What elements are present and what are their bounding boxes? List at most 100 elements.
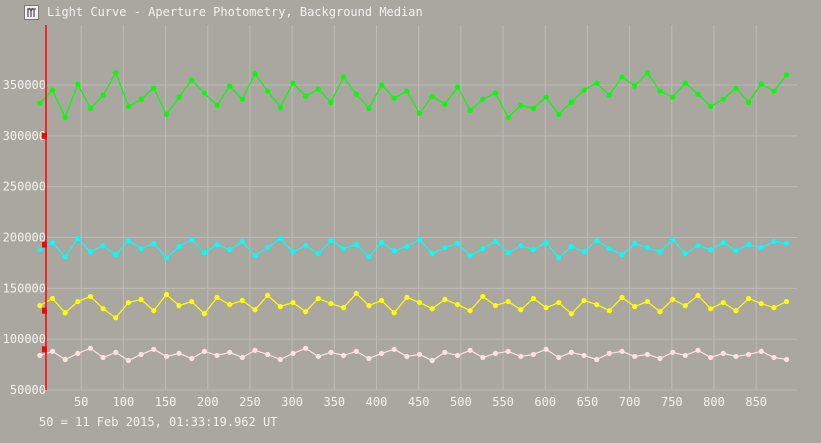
data-point-green: [404, 88, 410, 94]
data-point-yellow: [657, 309, 663, 315]
data-point-pink: [163, 353, 170, 360]
data-point-pink: [125, 357, 132, 364]
data-point-green: [644, 70, 650, 76]
data-point-pink: [543, 346, 549, 352]
data-point-cyan: [404, 244, 410, 250]
data-point-pink: [201, 348, 207, 354]
data-point-green: [176, 94, 182, 100]
series-line-cyan: [39, 237, 787, 259]
data-point-pink: [87, 345, 94, 351]
data-point-green: [606, 92, 612, 98]
data-point-yellow: [442, 296, 448, 303]
data-point-cyan: [619, 252, 625, 258]
data-point-pink: [758, 348, 764, 354]
data-point-green: [227, 83, 233, 89]
data-point-cyan: [227, 247, 233, 253]
data-point-green: [682, 80, 688, 86]
data-point-green: [49, 87, 56, 93]
data-point-cyan: [100, 243, 106, 249]
data-point-green: [670, 94, 676, 100]
data-point-green: [657, 88, 663, 94]
data-point-cyan: [277, 235, 283, 242]
data-point-cyan: [695, 243, 701, 249]
data-point-pink: [556, 354, 562, 361]
data-point-pink: [113, 349, 119, 355]
data-point-cyan: [568, 244, 575, 250]
data-point-green: [239, 96, 245, 102]
data-point-green: [543, 94, 549, 100]
data-point-pink: [151, 346, 157, 352]
data-point-cyan: [353, 242, 359, 248]
reference-marker-pink: [42, 346, 47, 353]
data-point-yellow: [454, 301, 461, 308]
data-point-pink: [783, 356, 790, 363]
data-point-green: [467, 107, 473, 114]
data-point-cyan: [530, 247, 537, 253]
data-point-pink: [581, 352, 587, 359]
data-point-cyan: [682, 251, 688, 257]
data-point-pink: [290, 350, 296, 356]
data-point-yellow: [353, 290, 359, 297]
data-point-pink: [189, 355, 195, 362]
data-point-pink: [49, 348, 56, 354]
y-tick-label: 150000: [3, 281, 46, 295]
data-point-yellow: [138, 296, 144, 303]
data-point-yellow: [201, 311, 207, 317]
x-tick-label: 650: [577, 395, 599, 409]
data-point-cyan: [606, 246, 612, 252]
data-point-cyan: [303, 243, 309, 249]
data-point-yellow: [670, 296, 676, 303]
data-point-yellow: [366, 303, 372, 309]
data-point-cyan: [49, 239, 56, 246]
data-point-yellow: [568, 311, 575, 317]
data-point-green: [303, 93, 309, 99]
data-point-cyan: [176, 244, 182, 250]
data-point-yellow: [530, 295, 537, 302]
x-tick-label: 500: [450, 395, 472, 409]
data-point-yellow: [467, 308, 473, 314]
data-point-green: [733, 85, 739, 91]
data-point-cyan: [518, 243, 524, 249]
data-point-pink: [277, 356, 283, 363]
data-point-cyan: [163, 255, 170, 261]
data-point-pink: [442, 349, 448, 355]
data-point-pink: [467, 347, 473, 353]
data-point-green: [391, 95, 397, 101]
data-point-green: [619, 74, 625, 80]
y-tick-label: 300000: [3, 129, 46, 143]
data-point-yellow: [708, 306, 714, 312]
x-tick-label: 600: [534, 395, 556, 409]
data-point-cyan: [543, 239, 549, 246]
data-point-pink: [37, 352, 43, 359]
data-point-cyan: [758, 245, 764, 251]
x-tick-label: 100: [113, 395, 135, 409]
data-point-pink: [265, 351, 271, 358]
series-line-green: [39, 71, 788, 120]
data-point-green: [416, 110, 423, 117]
y-tick-label: 200000: [3, 230, 46, 244]
data-point-pink: [606, 350, 612, 356]
data-point-green: [518, 102, 524, 108]
x-tick-label: 350: [323, 395, 345, 409]
data-point-green: [581, 87, 587, 93]
data-point-yellow: [619, 294, 625, 301]
data-point-yellow: [277, 304, 283, 310]
data-point-cyan: [265, 245, 271, 251]
data-point-pink: [708, 354, 714, 361]
data-point-green: [315, 86, 321, 92]
data-point-pink: [252, 347, 258, 353]
data-point-yellow: [252, 307, 258, 313]
data-point-yellow: [340, 305, 347, 311]
data-point-cyan: [366, 254, 372, 260]
data-point-green: [530, 105, 537, 111]
data-point-yellow: [695, 292, 701, 299]
data-point-pink: [454, 352, 461, 359]
data-point-pink: [771, 354, 777, 361]
data-point-cyan: [632, 240, 638, 247]
data-point-cyan: [467, 253, 473, 259]
data-point-green: [75, 81, 81, 87]
data-point-yellow: [100, 306, 106, 312]
data-point-cyan: [340, 246, 347, 252]
data-point-green: [708, 103, 714, 109]
